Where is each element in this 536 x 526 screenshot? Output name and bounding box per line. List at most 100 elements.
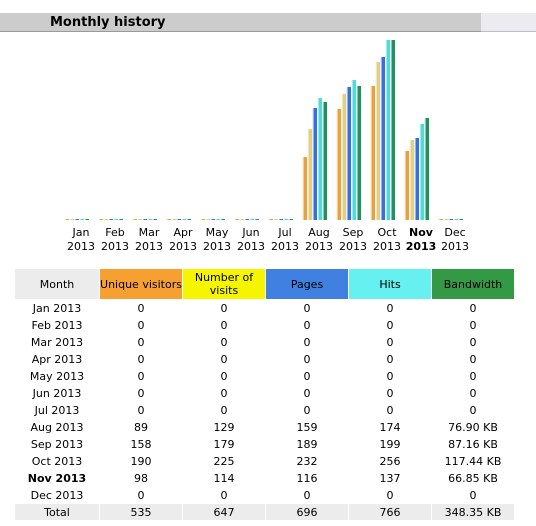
bar-hits-jun: [249, 219, 254, 220]
cell-unique-visitors: 0: [137, 352, 145, 366]
table-row: Aug 2013 89 129 159 174 76.90 KB: [15, 419, 514, 435]
cell-bandwidth: 0: [469, 352, 477, 366]
cell-unique-visitors: 89: [134, 420, 148, 434]
tick-label-year-jun: 2013: [237, 240, 265, 253]
bar-bandwidth-apr: [186, 219, 191, 220]
cell-visits: 0: [220, 386, 228, 400]
cell-hits: 174: [379, 420, 401, 434]
bar-uv-apr: [166, 219, 171, 220]
table-row: Dec 2013 0 0 0 0 0: [15, 487, 514, 503]
cell-bandwidth: 0: [469, 488, 477, 502]
tick-label-year-jan: 2013: [67, 240, 95, 253]
cell-pages: 0: [303, 403, 311, 417]
bar-uv-jul: [268, 219, 273, 220]
section-title: Monthly history: [50, 15, 166, 30]
table-row: Nov 2013 98 114 116 137 66.85 KB: [15, 470, 514, 486]
bar-hits-feb: [113, 219, 118, 220]
tick-label-month-apr: Apr: [173, 226, 193, 239]
bar-visits-may: [205, 219, 210, 220]
bar-visits-jul: [273, 219, 278, 220]
total-label: Total: [15, 504, 99, 520]
bar-bandwidth-feb: [118, 219, 123, 220]
cell-month: Jul 2013: [34, 403, 80, 417]
cell-unique-visitors: 158: [130, 437, 152, 451]
cell-hits: 0: [386, 369, 394, 383]
cell-hits: 0: [386, 335, 394, 349]
cell-pages: 0: [303, 301, 311, 315]
bar-uv-aug: [302, 157, 307, 220]
table-row: Jun 2013 0 0 0 0 0: [15, 385, 514, 401]
tick-label-month-jul: Jul: [277, 226, 291, 239]
table-row: Jan 2013 0 0 0 0 0: [15, 300, 514, 316]
tick-label-month-mar: Mar: [139, 226, 160, 239]
cell-unique-visitors: 0: [137, 318, 145, 332]
cell-month: Oct 2013: [31, 454, 83, 468]
total-bandwidth: 348.35 KB: [432, 504, 514, 520]
cell-visits: 0: [220, 301, 228, 315]
cell-unique-visitors: 0: [137, 488, 145, 502]
bar-hits-jul: [283, 219, 288, 220]
total-hits: 766: [349, 504, 431, 520]
tick-label-year-dec: 2013: [441, 240, 469, 253]
table-header-row: Month Unique visitors Number of visits P…: [15, 269, 514, 299]
cell-visits: 0: [220, 488, 228, 502]
section-header: Monthly history: [0, 13, 536, 32]
tick-label-month-nov: Nov: [409, 226, 434, 239]
bar-bandwidth-mar: [152, 219, 157, 220]
cell-unique-visitors: 190: [130, 454, 152, 468]
cell-pages: 0: [303, 369, 311, 383]
cell-hits: 0: [386, 318, 394, 332]
bar-pages-jan: [74, 219, 79, 220]
bar-uv-mar: [132, 219, 137, 220]
tick-label-month-feb: Feb: [105, 226, 124, 239]
cell-month: Jan 2013: [32, 301, 82, 315]
tick-label-year-apr: 2013: [169, 240, 197, 253]
table-row: May 2013 0 0 0 0 0: [15, 368, 514, 384]
table-row: Apr 2013 0 0 0 0 0: [15, 351, 514, 367]
bar-pages-may: [210, 219, 215, 220]
bar-visits-aug: [307, 129, 312, 220]
total-visits: 647: [183, 504, 265, 520]
cell-hits: 0: [386, 386, 394, 400]
cell-month: Feb 2013: [31, 318, 83, 332]
cell-pages: 232: [296, 454, 318, 468]
cell-unique-visitors: 0: [137, 403, 145, 417]
cell-pages: 0: [303, 488, 311, 502]
bar-hits-mar: [147, 219, 152, 220]
bar-pages-jun: [244, 219, 249, 220]
bar-hits-dec: [453, 219, 458, 220]
cell-bandwidth: 0: [469, 335, 477, 349]
cell-pages: 189: [296, 437, 318, 451]
cell-pages: 0: [303, 386, 311, 400]
bar-uv-dec: [438, 219, 443, 220]
cell-unique-visitors: 0: [137, 386, 145, 400]
bar-bandwidth-nov: [424, 118, 429, 220]
bar-pages-oct: [380, 57, 385, 220]
bar-bandwidth-aug: [322, 102, 327, 220]
bar-pages-mar: [142, 219, 147, 220]
cell-month: Sep 2013: [30, 437, 84, 451]
tick-label-month-aug: Aug: [308, 226, 329, 239]
table-row: Sep 2013 158 179 189 199 87.16 KB: [15, 436, 514, 452]
bar-uv-jan: [64, 219, 69, 220]
cell-month: Mar 2013: [30, 335, 84, 349]
cell-unique-visitors: 0: [137, 301, 145, 315]
column-header-month: Month: [15, 269, 99, 299]
cell-hits: 0: [386, 301, 394, 315]
bar-pages-dec: [448, 219, 453, 220]
tick-label-month-jun: Jun: [241, 226, 259, 239]
bar-hits-may: [215, 219, 220, 220]
cell-unique-visitors: 98: [134, 471, 148, 485]
table-row: Feb 2013 0 0 0 0 0: [15, 317, 514, 333]
bar-uv-jun: [234, 219, 239, 220]
total-unique-visitors: 535: [100, 504, 182, 520]
total-pages: 696: [266, 504, 348, 520]
section-header-bar: [0, 13, 481, 32]
bar-pages-nov: [414, 138, 419, 220]
cell-hits: 0: [386, 352, 394, 366]
bar-visits-oct: [375, 62, 380, 220]
table-row: Mar 2013 0 0 0 0 0: [15, 334, 514, 350]
bar-visits-jan: [69, 219, 74, 220]
cell-month: May 2013: [29, 369, 85, 383]
bar-bandwidth-jun: [254, 219, 259, 220]
